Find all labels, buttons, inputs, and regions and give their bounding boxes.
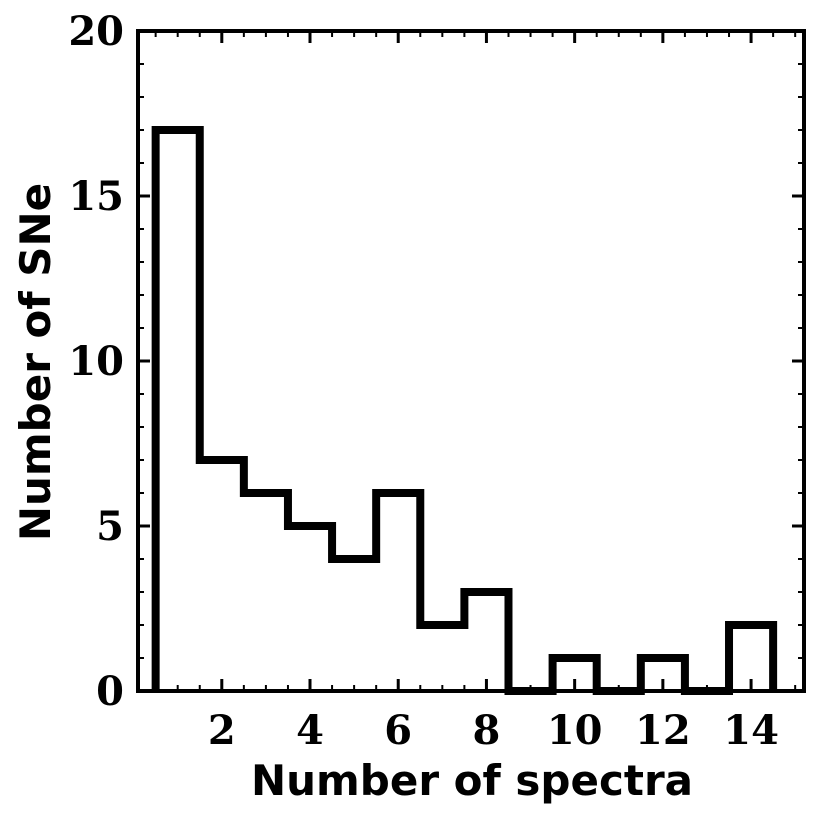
x-tick-label: 4 [296,707,324,754]
histogram-bar [464,592,508,691]
histogram-bar [729,625,773,691]
x-tick-label: 12 [635,707,691,754]
x-tick-labels: 2 4 6 8 10 12 14 [208,707,779,754]
y-tick-label: 0 [96,668,124,715]
x-tick-label: 2 [208,707,236,754]
y-axis-label: Number of SNe [11,183,60,541]
x-axis-label: Number of spectra [251,756,693,805]
y-tick-label: 20 [68,8,124,55]
histogram-bar [288,526,332,691]
histogram-bar [641,658,685,691]
x-tick-label: 8 [473,707,501,754]
histogram-bar [332,559,376,691]
plot-frame [136,29,806,693]
histogram-bar [200,460,244,691]
y-tick-label: 10 [68,338,124,385]
histogram-bar [553,658,597,691]
histogram-bar [156,130,200,691]
histogram-bar [376,493,420,691]
histogram-bar [244,493,288,691]
y-tick-labels: 0 5 10 15 20 [68,8,124,715]
x-tick-label: 6 [384,707,412,754]
x-tick-label: 14 [723,707,779,754]
y-tick-label: 5 [96,503,124,550]
y-tick-label: 15 [68,173,124,220]
x-tick-label: 10 [547,707,603,754]
histogram-bar [420,625,464,691]
histogram-step-outline [151,126,778,695]
